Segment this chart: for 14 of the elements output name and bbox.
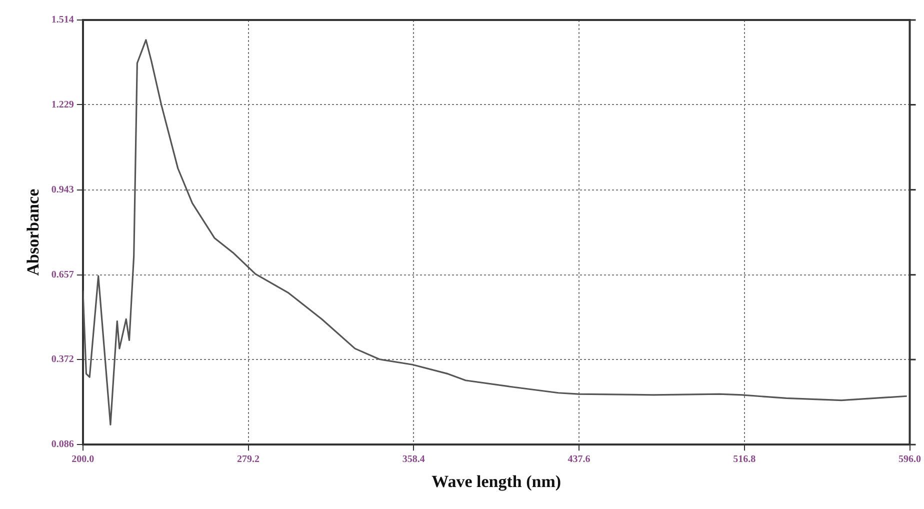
y-tick-label: 0.943 [51,184,74,196]
x-tick-label: 437.6 [568,454,590,466]
y-axis-title: Absorbance [24,188,43,276]
y-tick-label: 1.229 [51,99,74,110]
x-tick-label: 358.4 [402,454,425,466]
x-tick-label: 596.0 [898,454,921,466]
x-tick-label: 200.0 [72,454,94,466]
x-axis-title: Wave length (nm) [432,472,562,492]
y-tick-label: 0.372 [51,354,74,366]
x-tick-label: 516.8 [733,454,756,466]
y-tick-label: 0.086 [51,439,74,450]
y-tick-label: 0.657 [51,269,74,280]
x-tick-label: 279.2 [237,454,260,466]
y-tick-label: 1.514 [51,14,74,26]
